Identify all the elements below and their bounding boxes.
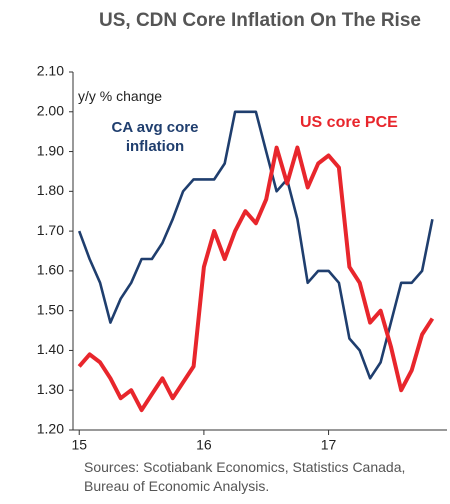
y-tick-label: 1.50 <box>37 301 64 317</box>
y-tick-label: 1.30 <box>37 381 64 397</box>
x-tick-label: 17 <box>321 437 337 453</box>
chart-title: US, CDN Core Inflation On The Rise <box>99 10 421 31</box>
y-tick-label: 1.40 <box>37 341 64 357</box>
x-tick-label: 15 <box>71 437 87 453</box>
axis-note: y/y % change <box>78 88 163 104</box>
series-line <box>77 110 434 380</box>
x-tick-label: 16 <box>196 437 212 453</box>
y-tick-label: 1.80 <box>37 182 64 198</box>
y-tick-label: 1.90 <box>37 142 64 158</box>
y-tick-label: 2.10 <box>37 63 64 79</box>
series-label: CA avg core inflation <box>111 119 199 155</box>
y-tick-label: 2.00 <box>37 102 64 118</box>
y-tick-label: 1.20 <box>37 421 64 437</box>
source-note: Sources: Scotiabank Economics, Statistic… <box>84 459 406 494</box>
y-tick-label: 1.60 <box>37 262 64 278</box>
y-tick-label: 1.70 <box>37 222 64 238</box>
series-line <box>77 145 435 413</box>
series-label: US core PCE <box>300 114 398 131</box>
